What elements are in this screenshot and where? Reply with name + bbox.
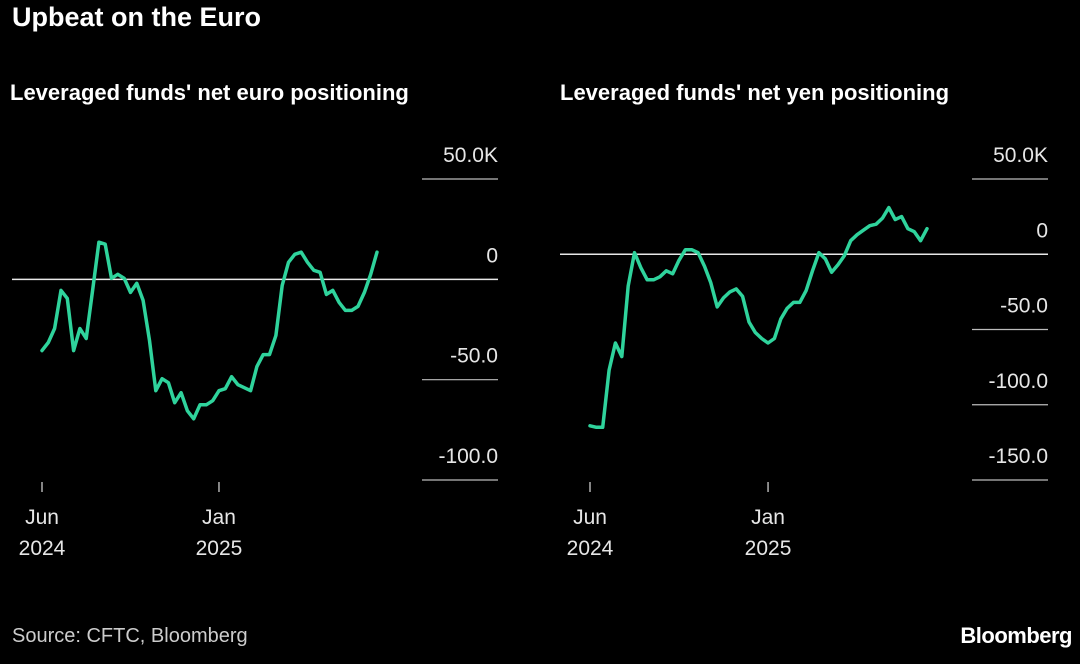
y-tick-label: -100.0 bbox=[988, 370, 1048, 393]
line-series bbox=[588, 205, 929, 430]
source: Source: CFTC, Bloomberg bbox=[12, 625, 248, 647]
main-title: Upbeat on the Euro bbox=[12, 2, 261, 32]
x-tick-label: Jun 2024 bbox=[18, 506, 66, 560]
panel-title: Leveraged funds' net yen positioning bbox=[560, 80, 950, 105]
y-tick-label: 50.0K bbox=[443, 144, 498, 167]
x-tick-label: Jun 2024 bbox=[566, 506, 614, 560]
y-tick-label: -50.0 bbox=[1000, 295, 1048, 318]
y-tick-label: 50.0K bbox=[993, 144, 1048, 167]
line-series bbox=[40, 240, 379, 421]
brand: Bloomberg bbox=[960, 623, 1072, 648]
y-tick-label: -100.0 bbox=[438, 445, 498, 468]
y-tick-label: 0 bbox=[1036, 219, 1048, 242]
x-tick-label: Jan 2025 bbox=[195, 506, 243, 560]
y-tick-label: 0 bbox=[486, 244, 498, 267]
y-tick-label: -150.0 bbox=[988, 445, 1048, 468]
y-tick-label: -50.0 bbox=[450, 345, 498, 368]
x-tick-label: Jan 2025 bbox=[744, 506, 792, 560]
panel-title: Leveraged funds' net euro positioning bbox=[10, 80, 409, 105]
